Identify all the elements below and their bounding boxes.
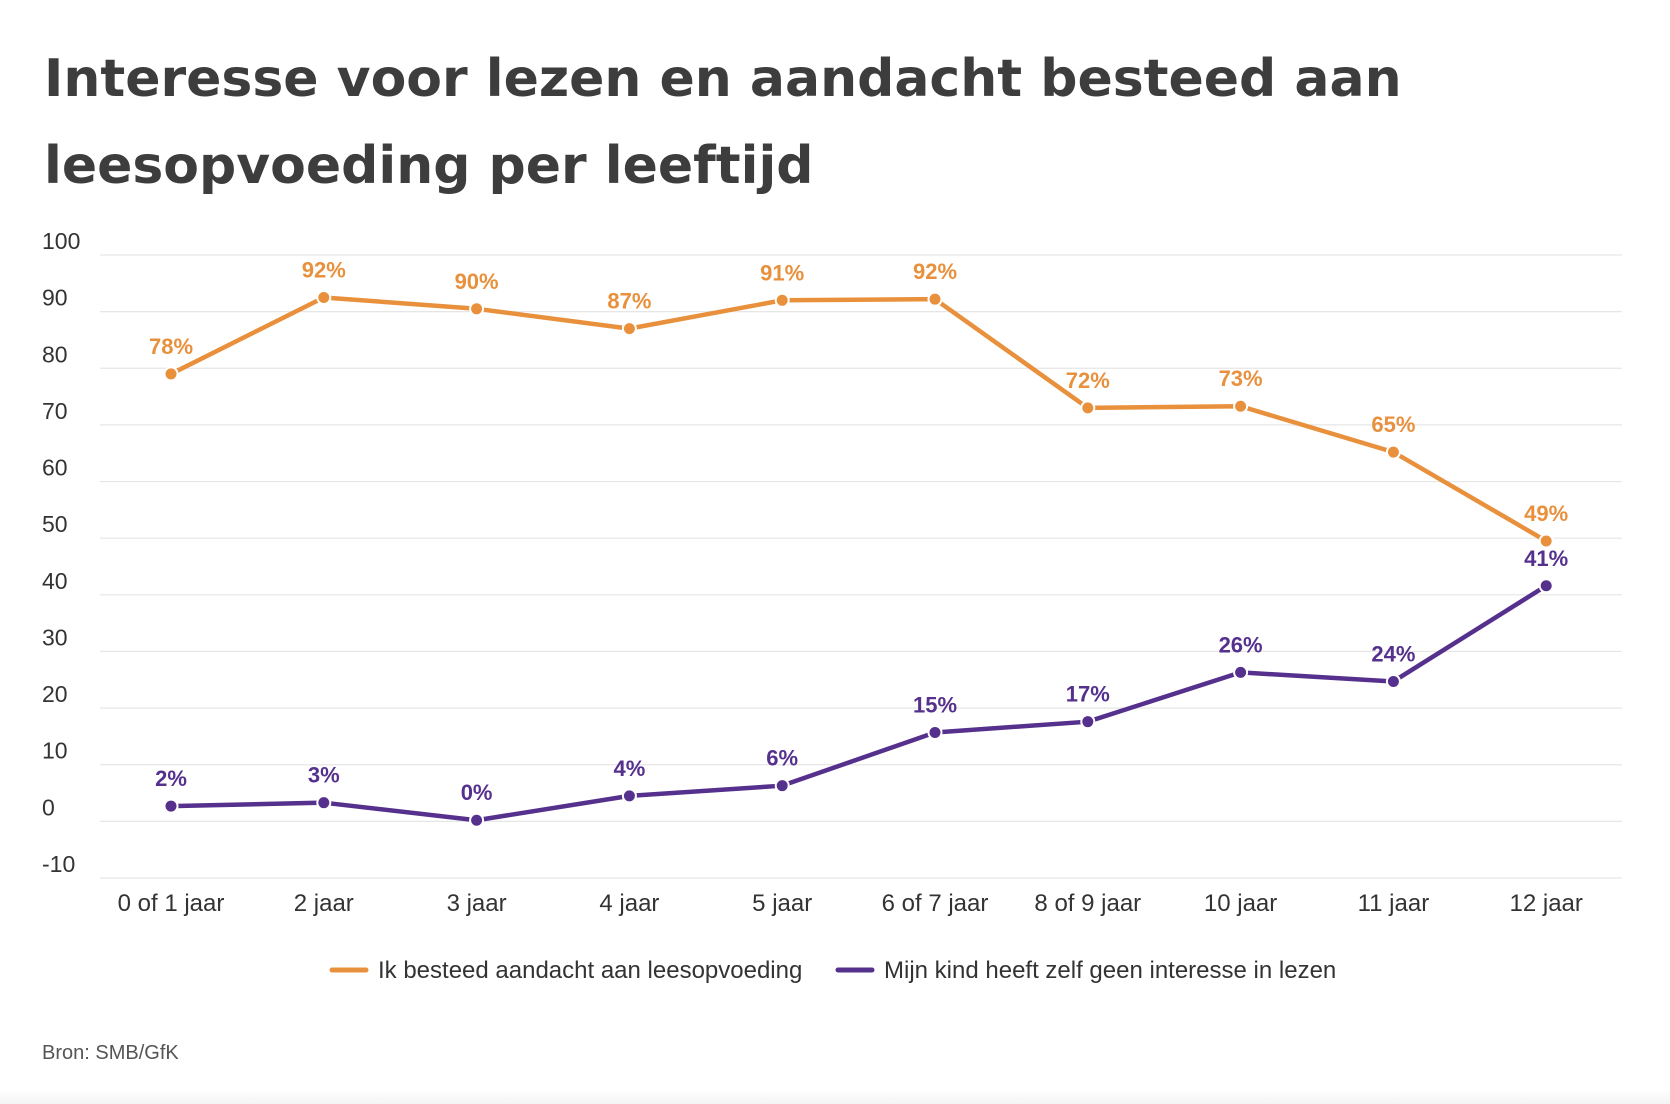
x-tick-label: 2 jaar	[294, 890, 354, 917]
y-tick-label: 90	[42, 285, 68, 311]
data-label: 6%	[766, 746, 798, 771]
y-tick-label: 20	[42, 681, 68, 707]
data-label: 2%	[155, 766, 187, 791]
series-line	[168, 295, 1549, 544]
data-label: 90%	[455, 269, 499, 294]
data-point	[774, 778, 790, 794]
x-tick-label: 0 of 1 jaar	[118, 890, 225, 917]
series-lines	[163, 289, 1554, 828]
data-point	[316, 795, 332, 811]
data-label: 72%	[1066, 368, 1110, 393]
data-label: 3%	[308, 763, 340, 788]
data-point	[1538, 578, 1554, 594]
data-point	[1385, 673, 1401, 689]
data-point	[927, 724, 943, 740]
x-tick-label: 11 jaar	[1358, 890, 1430, 917]
data-point	[1233, 398, 1249, 414]
x-tick-label: 6 of 7 jaar	[882, 890, 989, 917]
data-point	[163, 366, 179, 382]
gridlines	[100, 254, 1622, 879]
y-tick-label: 40	[42, 568, 68, 594]
y-tick-label: 50	[42, 511, 68, 537]
data-point	[774, 292, 790, 308]
y-tick-label: 70	[42, 398, 68, 424]
x-tick-label: 5 jaar	[752, 890, 812, 917]
y-tick-label: 100	[42, 228, 80, 254]
x-tick-label: 4 jaar	[599, 890, 659, 917]
data-label: 73%	[1219, 366, 1263, 391]
data-label: 92%	[302, 257, 346, 282]
y-tick-label: 0	[42, 794, 55, 820]
data-point	[1080, 400, 1096, 416]
data-label: 26%	[1219, 632, 1263, 657]
data-label: 24%	[1371, 641, 1415, 666]
source-note: Bron: SMB/GfK	[42, 1042, 179, 1064]
y-tick-label: 60	[42, 455, 68, 481]
x-tick-label: 8 of 9 jaar	[1034, 890, 1141, 917]
data-point	[163, 798, 179, 814]
data-label: 15%	[913, 692, 957, 717]
data-point	[316, 289, 332, 305]
data-point	[621, 321, 637, 337]
data-label: 87%	[607, 289, 651, 314]
data-label: 0%	[461, 780, 493, 805]
x-axis-ticks: 0 of 1 jaar 2 jaar 3 jaar 4 jaar 5 jaar 6 of …	[118, 890, 1583, 917]
data-labels: 78% 92% 90% 87% 91% 92% 72% 73% 65% 49% 2% 3% 0% 4% 6%…	[149, 257, 1568, 805]
chart-title: Interesse voor lezen en aandacht besteed…	[44, 49, 1402, 196]
data-label: 78%	[149, 334, 193, 359]
x-tick-label: 12 jaar	[1510, 890, 1583, 917]
data-point	[1233, 664, 1249, 680]
legend-label: Ik besteed aandacht aan leesopvoeding	[378, 957, 802, 984]
data-label: 17%	[1066, 682, 1110, 707]
data-label: 49%	[1524, 501, 1568, 526]
data-label: 4%	[614, 756, 646, 781]
data-point	[1080, 714, 1096, 730]
data-label: 92%	[913, 259, 957, 284]
y-tick-label: -10	[42, 851, 75, 877]
legend: Ik besteed aandacht aan leesopvoeding Mij…	[329, 957, 1336, 984]
footer-band	[0, 1090, 1670, 1104]
data-point	[621, 788, 637, 804]
y-tick-label: 80	[42, 341, 68, 367]
x-tick-label: 3 jaar	[447, 890, 507, 917]
x-tick-label: 10 jaar	[1204, 890, 1277, 917]
y-tick-label: 30	[42, 624, 68, 650]
data-point	[469, 301, 485, 317]
legend-label: Mijn kind heeft zelf geen interesse in l…	[884, 957, 1336, 984]
data-label: 41%	[1524, 546, 1568, 571]
y-tick-label: 10	[42, 738, 68, 764]
data-point	[927, 291, 943, 307]
data-point	[1538, 533, 1554, 549]
data-label: 91%	[760, 260, 804, 285]
data-point	[469, 812, 485, 828]
series-line	[168, 583, 1549, 823]
data-label: 65%	[1371, 412, 1415, 437]
data-point	[1385, 444, 1401, 460]
